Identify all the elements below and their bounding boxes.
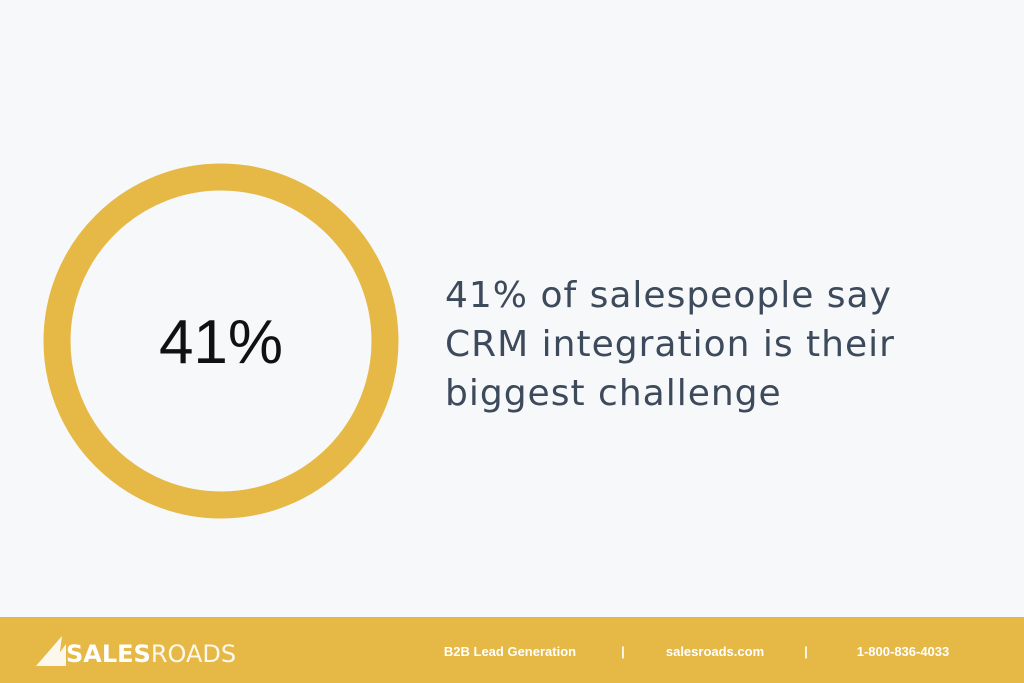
ring [43,163,399,519]
footer-bar [0,617,1024,683]
stat-line: CRM integration is their [445,324,895,365]
footer-item: 1-800-836-4033 [857,644,950,659]
separator: | [621,644,625,659]
logo: SALESROADS [66,640,236,668]
brand-bold: SALES [66,640,151,668]
stat-value: 41% [159,308,283,377]
logo-icon [36,636,66,666]
separator: | [804,644,808,659]
stat-text: 41% of salespeople say CRM integration i… [445,275,895,414]
stat-line: 41% of salespeople say [445,275,892,316]
stat-line: biggest challenge [445,373,782,414]
footer-item: salesroads.com [666,644,764,659]
brand-light: ROADS [151,640,236,668]
footer-items: B2B Lead Generation | salesroads.com | 1… [444,644,949,659]
footer-item: B2B Lead Generation [444,644,576,659]
